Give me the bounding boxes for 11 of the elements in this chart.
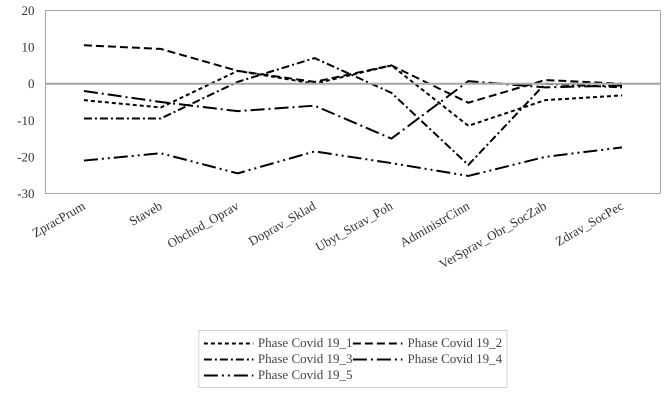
- y-tick-label: -10: [17, 112, 35, 128]
- y-tick-label: -20: [17, 149, 35, 164]
- y-tick-label: 0: [28, 76, 34, 92]
- legend-label: Phase Covid 19_1: [258, 335, 352, 351]
- legend-label: Phase Covid 19_5: [258, 367, 352, 383]
- y-tick-label: 10: [22, 40, 34, 55]
- legend-label: Phase Covid 19_2: [408, 335, 502, 351]
- y-tick-label: 20: [22, 3, 34, 18]
- legend-label: Phase Covid 19_4: [408, 351, 502, 367]
- legend-label: Phase Covid 19_3: [258, 351, 352, 367]
- y-tick-label: -30: [17, 186, 35, 201]
